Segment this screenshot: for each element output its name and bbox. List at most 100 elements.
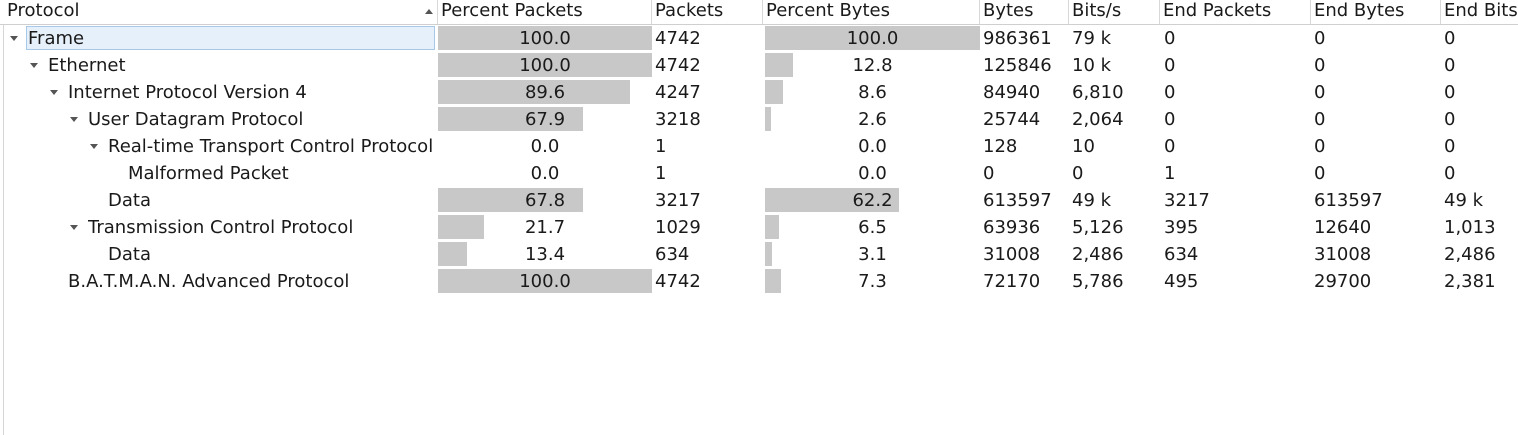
- table-row[interactable]: B.A.T.M.A.N. Advanced Protocol 100.0 4742 7…: [0, 268, 1518, 295]
- header-percent-bytes[interactable]: Percent Bytes: [763, 0, 980, 24]
- end-packets-value: 495: [1164, 271, 1199, 292]
- percent-packets-value: 100.0: [519, 55, 571, 76]
- percent-packets-cell: 0.0: [438, 160, 652, 187]
- header-bytes[interactable]: Bytes: [980, 0, 1069, 24]
- percent-bytes-value: 62.2: [852, 190, 893, 211]
- packets-value: 4742: [655, 28, 701, 49]
- table-row[interactable]: Malformed Packet 0.0 1 0.0 0 0 1 0 0: [0, 160, 1518, 187]
- bits-per-second-value: 6,810: [1072, 82, 1124, 103]
- bytes-value: 986361: [983, 28, 1052, 49]
- percent-bytes-bar: [765, 107, 771, 131]
- end-bytes-value: 31008: [1314, 244, 1372, 265]
- percent-bytes-cell: 12.8: [765, 52, 980, 79]
- protocol-name: Frame: [28, 28, 85, 49]
- percent-bytes-value: 8.6: [858, 82, 887, 103]
- bits-per-second-value: 10 k: [1072, 55, 1112, 76]
- end-bits-value: 0: [1444, 136, 1456, 157]
- table-row[interactable]: Frame 100.0 4742 100.0 986361 79 k 0 0 0: [0, 25, 1518, 52]
- table-row[interactable]: User Datagram Protocol 67.9 3218 2.6 25744 2,…: [0, 106, 1518, 133]
- expand-arrow-icon[interactable]: [50, 90, 58, 95]
- packets-value: 3218: [655, 109, 701, 130]
- percent-packets-cell: 100.0: [438, 52, 652, 79]
- percent-packets-value: 0.0: [530, 163, 560, 184]
- bits-per-second-value: 5,126: [1072, 217, 1124, 238]
- percent-packets-cell: 67.8: [438, 187, 652, 214]
- bytes-value: 613597: [983, 190, 1052, 211]
- percent-packets-cell: 89.6: [438, 79, 652, 106]
- bits-per-second-value: 2,486: [1072, 244, 1124, 265]
- expand-arrow-icon[interactable]: [70, 225, 78, 230]
- end-bytes-value: 0: [1314, 163, 1326, 184]
- end-bits-value: 2,381: [1444, 271, 1496, 292]
- bits-per-second-value: 2,064: [1072, 109, 1124, 130]
- end-packets-value: 0: [1164, 55, 1176, 76]
- protocol-hierarchy-tree: Frame 100.0 4742 100.0 986361 79 k 0 0 0 Ethernet…: [0, 25, 1518, 295]
- percent-bytes-value: 2.6: [858, 109, 887, 130]
- percent-packets-bar: [438, 53, 652, 77]
- end-bytes-value: 613597: [1314, 190, 1383, 211]
- header-packets[interactable]: Packets: [652, 0, 763, 24]
- percent-bytes-bar: [765, 269, 781, 293]
- percent-packets-bar: [438, 107, 583, 131]
- expand-arrow-icon[interactable]: [90, 144, 98, 149]
- expand-arrow-icon[interactable]: [70, 117, 78, 122]
- end-bits-value: 49 k: [1444, 190, 1484, 211]
- percent-packets-value: 89.6: [524, 82, 566, 103]
- header-protocol[interactable]: Protocol: [4, 0, 438, 24]
- header-end-packets[interactable]: End Packets: [1160, 0, 1311, 24]
- percent-packets-value: 67.9: [524, 109, 566, 130]
- end-packets-value: 634: [1164, 244, 1199, 265]
- percent-packets-bar: [438, 242, 467, 266]
- percent-packets-value: 21.7: [524, 217, 566, 238]
- end-bytes-value: 12640: [1314, 217, 1372, 238]
- end-bytes-value: 0: [1314, 136, 1326, 157]
- percent-bytes-cell: 3.1: [765, 241, 980, 268]
- header-percent-packets[interactable]: Percent Packets: [438, 0, 652, 24]
- percent-packets-value: 13.4: [524, 244, 566, 265]
- table-row[interactable]: Internet Protocol Version 4 89.6 4247 8.6 84…: [0, 79, 1518, 106]
- percent-bytes-cell: 0.0: [765, 160, 980, 187]
- table-row[interactable]: Ethernet 100.0 4742 12.8 125846 10 k 0 0 0: [0, 52, 1518, 79]
- table-row[interactable]: Real-time Transport Control Protocol 0.0 1…: [0, 133, 1518, 160]
- end-packets-value: 0: [1164, 82, 1176, 103]
- protocol-name: Internet Protocol Version 4: [68, 82, 307, 103]
- packets-value: 4742: [655, 271, 701, 292]
- protocol-name: Ethernet: [48, 55, 126, 76]
- percent-bytes-cell: 2.6: [765, 106, 980, 133]
- percent-bytes-cell: 62.2: [765, 187, 980, 214]
- percent-bytes-value: 6.5: [858, 217, 887, 238]
- protocol-name: Data: [108, 244, 151, 265]
- percent-bytes-bar: [765, 26, 980, 50]
- end-bits-value: 0: [1444, 82, 1456, 103]
- expand-arrow-icon[interactable]: [30, 63, 38, 68]
- packets-value: 4742: [655, 55, 701, 76]
- percent-packets-value: 0.0: [530, 136, 560, 157]
- packets-value: 3217: [655, 190, 701, 211]
- percent-packets-bar: [438, 215, 484, 239]
- expand-arrow-icon[interactable]: [10, 36, 18, 41]
- header-bits-s[interactable]: Bits/s: [1069, 0, 1160, 24]
- percent-packets-cell: 100.0: [438, 25, 652, 52]
- percent-bytes-value: 7.3: [858, 271, 887, 292]
- table-row[interactable]: Data 13.4 634 3.1 31008 2,486 634 31008 2,486: [0, 241, 1518, 268]
- end-bytes-value: 0: [1314, 28, 1326, 49]
- protocol-name: Malformed Packet: [128, 163, 289, 184]
- table-row[interactable]: Data 67.8 3217 62.2 613597 49 k 3217 613597 49 k: [0, 187, 1518, 214]
- percent-packets-cell: 13.4: [438, 241, 652, 268]
- table-row[interactable]: Transmission Control Protocol 21.7 1029 6.5…: [0, 214, 1518, 241]
- percent-packets-value: 100.0: [519, 28, 571, 49]
- percent-bytes-cell: 7.3: [765, 268, 980, 295]
- packets-value: 1: [655, 136, 667, 157]
- end-packets-value: 1: [1164, 163, 1176, 184]
- header-end-bytes[interactable]: End Bytes: [1311, 0, 1441, 24]
- tree-left-border: [0, 0, 4, 435]
- protocol-name: Data: [108, 190, 151, 211]
- percent-bytes-value: 3.1: [858, 244, 887, 265]
- selection-highlight: [26, 26, 435, 50]
- protocol-name: Real-time Transport Control Protocol: [108, 136, 434, 157]
- end-bytes-value: 0: [1314, 109, 1326, 130]
- header-end-bits[interactable]: End Bits: [1444, 0, 1518, 21]
- percent-bytes-value: 0.0: [858, 136, 887, 157]
- percent-packets-cell: 67.9: [438, 106, 652, 133]
- percent-bytes-value: 100.0: [846, 28, 899, 49]
